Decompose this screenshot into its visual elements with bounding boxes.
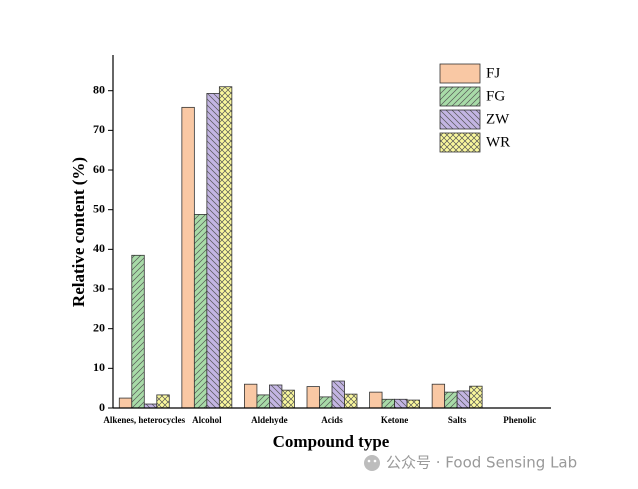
watermark-icon bbox=[364, 455, 380, 471]
y-tick-label: 20 bbox=[93, 320, 105, 334]
bar bbox=[344, 393, 358, 409]
x-tick-label: Phenolic bbox=[503, 415, 536, 425]
bar bbox=[406, 399, 420, 409]
y-axis-title: Relative content (%) bbox=[69, 157, 88, 307]
bar bbox=[394, 398, 408, 409]
bar bbox=[369, 391, 383, 409]
x-tick-label: Aldehyde bbox=[251, 415, 288, 425]
y-tick-label: 80 bbox=[93, 82, 105, 96]
y-tick-label: 50 bbox=[93, 201, 105, 215]
x-tick-label: Acids bbox=[321, 415, 343, 425]
bar bbox=[218, 86, 233, 409]
bar bbox=[381, 398, 395, 409]
bar bbox=[193, 214, 208, 409]
y-tick-label: 70 bbox=[93, 122, 105, 136]
y-tick-label: 40 bbox=[93, 241, 105, 255]
legend-label: ZW bbox=[486, 111, 510, 127]
bar bbox=[131, 254, 145, 409]
bar bbox=[156, 394, 170, 409]
legend-label: FJ bbox=[486, 65, 500, 81]
bar bbox=[306, 386, 320, 409]
bar bbox=[319, 396, 333, 409]
x-tick-label: Ketone bbox=[381, 415, 409, 425]
legend-label: FG bbox=[486, 88, 505, 104]
bar bbox=[269, 384, 283, 409]
x-axis-title: Compound type bbox=[273, 432, 390, 451]
bar bbox=[431, 383, 446, 409]
x-tick-label: Salts bbox=[448, 415, 467, 425]
legend-swatch bbox=[439, 132, 481, 153]
x-tick-label: Alcohol bbox=[192, 415, 222, 425]
bar bbox=[469, 385, 483, 409]
bar bbox=[181, 106, 195, 409]
bar bbox=[281, 389, 295, 409]
bar bbox=[206, 93, 220, 409]
legend-swatch bbox=[439, 63, 481, 84]
bar bbox=[456, 390, 471, 409]
legend-label: WR bbox=[486, 134, 510, 150]
y-tick-label: 10 bbox=[93, 360, 105, 374]
legend-swatch bbox=[439, 86, 481, 107]
bar bbox=[244, 383, 258, 409]
bar bbox=[444, 391, 458, 409]
bar bbox=[331, 380, 345, 409]
watermark: 公众号 · Food Sensing Lab bbox=[386, 454, 577, 472]
y-tick-label: 30 bbox=[93, 281, 105, 295]
y-tick-label: 0 bbox=[99, 400, 105, 414]
x-tick-label: Alkenes, heterocycles bbox=[103, 415, 185, 425]
bar bbox=[256, 394, 270, 409]
legend-swatch bbox=[439, 109, 481, 130]
y-tick-label: 60 bbox=[93, 162, 105, 176]
bar bbox=[118, 397, 133, 409]
